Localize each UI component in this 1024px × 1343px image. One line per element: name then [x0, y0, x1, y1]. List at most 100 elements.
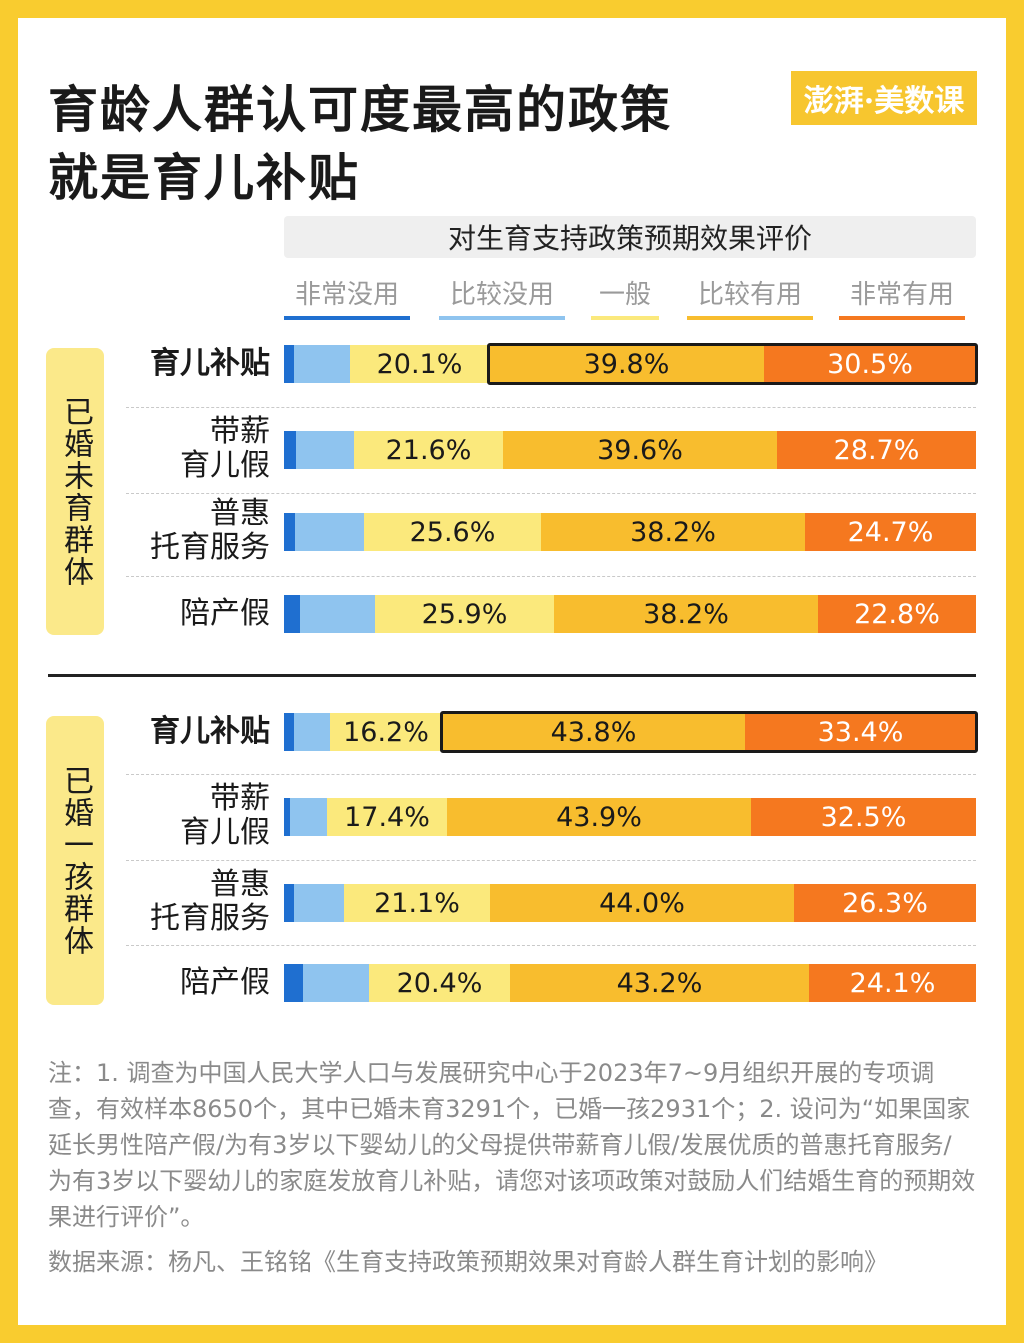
- row-label-line: 普惠: [210, 496, 270, 531]
- row-separator: [126, 407, 976, 408]
- bar-segment-very-useful: 24.7%: [805, 513, 976, 551]
- bar-segment-somewhat-useless: [294, 345, 350, 383]
- data-label: 39.6%: [597, 434, 683, 466]
- row-label: 育儿补贴: [150, 346, 270, 381]
- legend-swatch: [687, 316, 813, 320]
- data-label: 21.1%: [374, 887, 460, 919]
- bar-segment-somewhat-useless: [294, 884, 344, 922]
- legend-label: 非常有用: [849, 280, 954, 310]
- chart-title: 对生育支持政策预期效果评价: [284, 216, 976, 258]
- bar-segment-very-useless: [284, 345, 294, 383]
- bar-segment-average: 21.6%: [354, 431, 503, 469]
- legend-item: 非常没用: [284, 278, 410, 320]
- data-label: 39.8%: [583, 348, 670, 380]
- data-label: 43.2%: [616, 967, 703, 999]
- bar-segment-average: 20.4%: [369, 964, 510, 1002]
- bar-segment-very-useful: 28.7%: [777, 431, 976, 469]
- bar-segment-somewhat-useful: 38.2%: [541, 513, 805, 551]
- chart-card: 育龄人群认可度最高的政策 就是育儿补贴 澎湃·美数课 对生育支持政策预期效果评价…: [18, 18, 1006, 1325]
- bar-segment-somewhat-useful: 38.2%: [554, 595, 818, 633]
- legend-item: 比较没用: [439, 278, 565, 320]
- row-label-line: 带薪: [210, 414, 270, 449]
- legend-label: 比较没用: [449, 280, 554, 310]
- footnote: 注：1. 调查为中国人民大学人口与发展研究中心于2023年7~9月组织开展的专项…: [48, 1059, 976, 1231]
- bar-segment-somewhat-useless: [290, 798, 327, 836]
- bar-segment-very-useless: [284, 595, 300, 633]
- row-label-line: 育儿假: [180, 815, 270, 850]
- bar-segment-somewhat-useful: 39.8%: [489, 345, 764, 383]
- bar-segment-somewhat-useless: [294, 713, 330, 751]
- row-separator: [126, 945, 976, 946]
- bar-segment-very-useless: [284, 884, 294, 922]
- data-label: 24.1%: [849, 967, 936, 999]
- group-label: 已婚未育群体: [58, 395, 93, 588]
- page-title-line-2: 就是育儿补贴: [48, 149, 360, 207]
- row-label: 普惠 托育服务: [118, 868, 270, 936]
- bar-segment-average: 25.9%: [375, 595, 554, 633]
- bar-segment-very-useful: 30.5%: [764, 345, 976, 383]
- bar-segment-very-useless: [284, 713, 294, 751]
- data-label: 38.2%: [643, 598, 729, 630]
- bar-segment-average: 25.6%: [364, 513, 541, 551]
- bar-segment-very-useful: 33.4%: [745, 713, 976, 751]
- bar-segment-very-useless: [284, 431, 296, 469]
- row-label: 普惠 托育服务: [118, 497, 270, 565]
- row-label-line: 带薪: [210, 781, 270, 816]
- group-box-unmarried: 已婚未育群体: [46, 348, 104, 635]
- data-label: 28.7%: [833, 434, 920, 466]
- data-label: 25.9%: [421, 598, 508, 630]
- legend-swatch: [439, 316, 565, 320]
- bar-segment-very-useful: 32.5%: [751, 798, 976, 836]
- row-separator: [126, 774, 976, 775]
- bar-segment-somewhat-useless: [295, 513, 364, 551]
- legend-label: 比较有用: [697, 280, 802, 310]
- row-label-line: 普惠: [210, 867, 270, 902]
- row-label-line: 育儿假: [180, 448, 270, 483]
- legend-swatch: [284, 316, 410, 320]
- legend-label: 非常没用: [294, 280, 399, 310]
- bar-segment-very-useful: 22.8%: [818, 595, 976, 633]
- legend-item: 非常有用: [839, 278, 965, 320]
- publisher-logo: 澎湃·美数课: [791, 71, 977, 125]
- row-label: 带薪 育儿假: [118, 782, 270, 850]
- data-label: 20.1%: [376, 348, 463, 380]
- bar-segment-somewhat-useless: [300, 595, 375, 633]
- group-box-one-child: 已婚一孩群体: [46, 716, 104, 1005]
- legend-swatch: [839, 316, 965, 320]
- group-label: 已婚一孩群体: [58, 764, 93, 957]
- bar-segment-very-useful: 24.1%: [809, 964, 976, 1002]
- row-label-line: 托育服务: [150, 901, 270, 936]
- data-label: 30.5%: [827, 348, 913, 380]
- row-label: 陪产假: [180, 596, 270, 631]
- data-source: 数据来源：杨凡、王铭铭《生育支持政策预期效果对育龄人群生育计划的影响》: [48, 1248, 888, 1276]
- legend-label: 一般: [598, 280, 651, 310]
- bar-segment-average: 17.4%: [327, 798, 447, 836]
- data-label: 25.6%: [409, 516, 496, 548]
- data-label: 20.4%: [396, 967, 483, 999]
- bar-segment-somewhat-useful: 39.6%: [503, 431, 777, 469]
- page-title-line-1: 育龄人群认可度最高的政策: [48, 81, 672, 139]
- data-label: 17.4%: [344, 801, 430, 833]
- row-label-line: 托育服务: [150, 530, 270, 565]
- bar-segment-very-useless: [284, 964, 303, 1002]
- legend-swatch: [591, 316, 659, 320]
- bar-segment-somewhat-useless: [303, 964, 369, 1002]
- legend-item: 比较有用: [687, 278, 813, 320]
- row-separator: [126, 860, 976, 861]
- row-label: 育儿补贴: [150, 714, 270, 749]
- bar-segment-somewhat-useful: 43.8%: [442, 713, 745, 751]
- row-label: 带薪 育儿假: [118, 415, 270, 483]
- row-separator: [126, 576, 976, 577]
- bar-segment-very-useless: [284, 513, 295, 551]
- data-label: 32.5%: [820, 801, 907, 833]
- bar-segment-somewhat-useful: 44.0%: [490, 884, 794, 922]
- legend-item: 一般: [591, 278, 659, 320]
- bar-segment-very-useless: [284, 798, 290, 836]
- row-separator: [126, 493, 976, 494]
- group-divider: [48, 674, 976, 677]
- bar-segment-somewhat-useful: 43.9%: [447, 798, 751, 836]
- data-label: 43.9%: [556, 801, 642, 833]
- bar-segment-average: 16.2%: [330, 713, 442, 751]
- bar-segment-average: 21.1%: [344, 884, 490, 922]
- data-label: 26.3%: [842, 887, 928, 919]
